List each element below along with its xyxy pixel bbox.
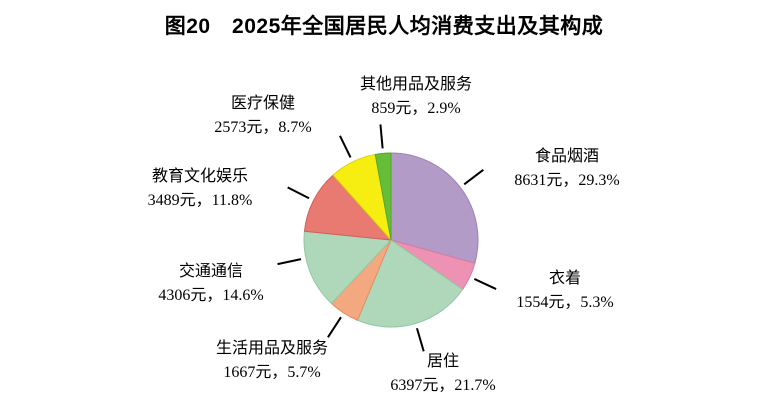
slice-label-value: 1554元，5.3% — [516, 294, 614, 311]
slice-label-生活用品及服务: 生活用品及服务 1667元，5.7% — [216, 337, 328, 385]
leader-line-衣着 — [473, 278, 497, 290]
pie-slice-交通通信 — [303, 230, 393, 305]
slice-label-name: 生活用品及服务 — [215, 340, 329, 357]
slice-label-居住: 居住 6397元，21.7% — [390, 350, 495, 398]
leader-line-教育文化娱乐 — [287, 186, 310, 200]
slice-label-name: 教育文化娱乐 — [151, 168, 248, 185]
slice-label-value: 8631元，29.3% — [514, 172, 620, 189]
leader-line-食品烟酒 — [463, 168, 484, 186]
slice-label-value: 2573元，8.7% — [214, 119, 312, 136]
pie-slice-教育文化娱乐 — [303, 174, 393, 241]
slice-label-value: 859元，2.9% — [371, 100, 461, 117]
leader-line-生活用品及服务 — [327, 316, 342, 338]
slice-label-name: 其他用品及服务 — [359, 76, 473, 93]
pie-slice-食品烟酒 — [390, 152, 479, 264]
slice-label-name: 交通通信 — [178, 263, 243, 280]
slice-label-交通通信: 交通通信 4306元，14.6% — [158, 260, 263, 308]
slice-label-其他用品及服务: 其他用品及服务 859元，2.9% — [360, 73, 472, 121]
slice-label-name: 食品烟酒 — [534, 148, 599, 165]
leader-line-医疗保健 — [339, 135, 352, 158]
slice-label-医疗保健: 医疗保健 2573元，8.7% — [214, 92, 311, 140]
leader-line-其他用品及服务 — [379, 124, 384, 149]
leader-line-居住 — [415, 327, 425, 352]
chart-title: 图20 2025年全国居民人均消费支出及其构成 — [164, 15, 604, 38]
slice-label-食品烟酒: 食品烟酒 8631元，29.3% — [514, 145, 619, 193]
slice-label-value: 3489元，11.8% — [147, 192, 253, 209]
slice-label-name: 衣着 — [548, 270, 581, 287]
leader-line-交通通信 — [277, 258, 302, 266]
slice-label-教育文化娱乐: 教育文化娱乐 3489元，11.8% — [148, 165, 253, 213]
slice-label-name: 居住 — [426, 353, 459, 370]
pie-slice-其他用品及服务 — [374, 152, 392, 241]
slice-label-衣着: 衣着 1554元，5.3% — [516, 267, 613, 315]
pie-slice-居住 — [356, 239, 464, 328]
slice-label-name: 医疗保健 — [230, 95, 295, 112]
slice-label-value: 1667元，5.7% — [223, 364, 321, 381]
slice-label-value: 6397元，21.7% — [390, 377, 496, 394]
slice-label-value: 4306元，14.6% — [158, 287, 264, 304]
